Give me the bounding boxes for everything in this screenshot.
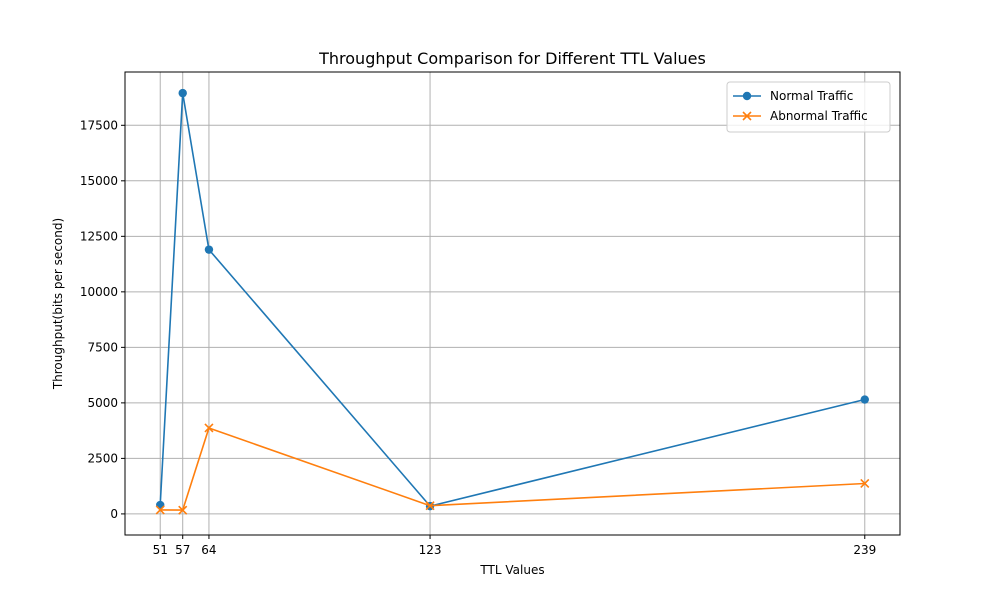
- x-tick-label: 123: [419, 543, 442, 557]
- marker-stroke: [425, 501, 435, 511]
- y-tick-label: 0: [110, 507, 118, 521]
- x-tick-label: 239: [853, 543, 876, 557]
- marker-stroke: [178, 505, 188, 515]
- y-tick-label: 17500: [80, 118, 118, 132]
- y-tick-label: 5000: [87, 396, 118, 410]
- data-point: [860, 395, 869, 404]
- grid-lines: [125, 72, 900, 535]
- legend: Normal Traffic Abnormal Traffic: [726, 81, 891, 133]
- legend-label: Normal Traffic: [770, 89, 853, 103]
- legend-marker: [742, 111, 752, 121]
- y-tick-label: 15000: [80, 174, 118, 188]
- data-point: [425, 501, 435, 511]
- data-point: [860, 478, 870, 489]
- x-tick-label: 51: [153, 543, 168, 557]
- plot-series: [155, 88, 870, 515]
- data-point: [155, 505, 165, 515]
- y-axis-label: Throughput(bits per second): [51, 218, 65, 390]
- legend-item-1: Normal Traffic: [733, 89, 853, 103]
- axis-ticks: 51 57 64 123 239 0 2500 5000 7500 10000 12500 15000…: [80, 118, 876, 557]
- legend-box: [726, 81, 891, 133]
- x-axis-label: TTL Values: [479, 563, 544, 577]
- marker-stroke: [860, 478, 870, 489]
- legend-label: Abnormal Traffic: [770, 109, 868, 123]
- plot-area-frame: [124, 71, 901, 536]
- y-tick-label: 12500: [80, 229, 118, 243]
- chart-title: Throughput Comparison for Different TTL …: [318, 49, 706, 68]
- x-tick-label: 57: [175, 543, 190, 557]
- series-line-1: [159, 92, 865, 507]
- data-point: [204, 423, 214, 433]
- series-line-2: [160, 427, 865, 511]
- legend-marker: [742, 91, 752, 101]
- y-tick-label: 10000: [80, 285, 118, 299]
- marker-stroke: [155, 505, 165, 515]
- data-point: [204, 245, 214, 254]
- y-tick-label: 7500: [87, 340, 118, 354]
- marker-stroke: [204, 423, 214, 433]
- data-point: [178, 88, 187, 98]
- data-point: [178, 505, 188, 515]
- y-tick-label: 2500: [87, 451, 118, 465]
- x-tick-label: 64: [201, 543, 216, 557]
- legend-item-2: Abnormal Traffic: [733, 109, 868, 123]
